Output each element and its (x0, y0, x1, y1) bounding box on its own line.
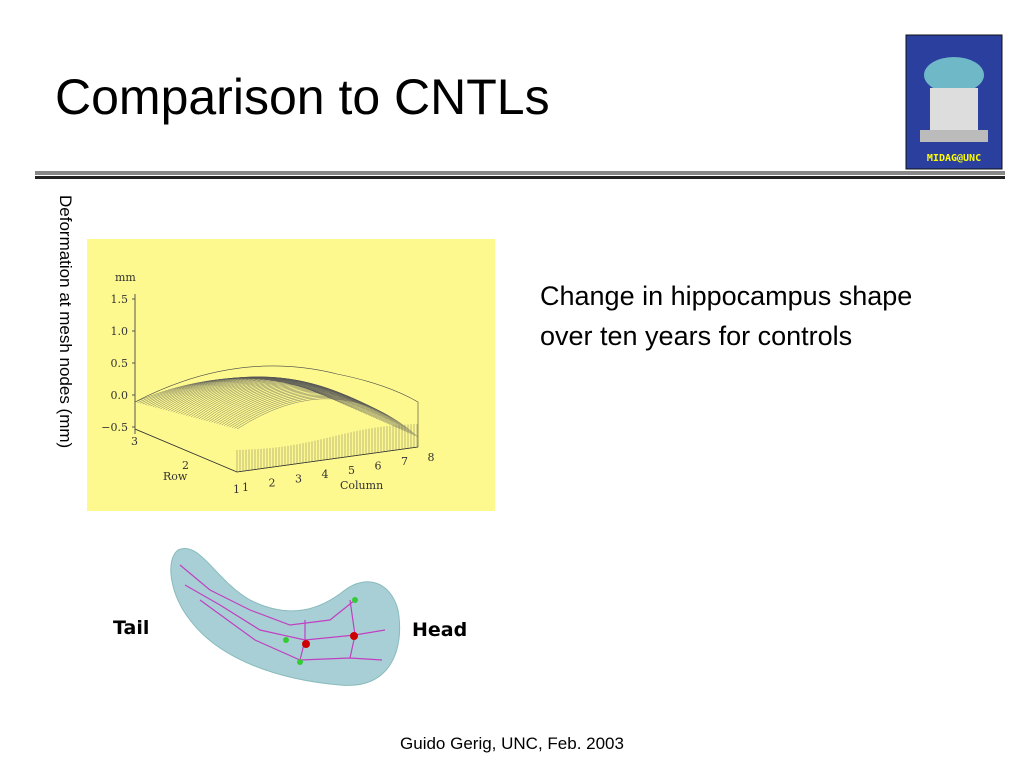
row-tick-label: 2 (182, 459, 189, 472)
surface-line (206, 385, 388, 424)
surface-line (173, 377, 355, 413)
logo-text: MIDAG@UNC (927, 153, 981, 164)
column-tick-label: 8 (428, 451, 435, 464)
surface-line (208, 386, 391, 425)
logo-base (920, 130, 988, 142)
surface-line (226, 393, 408, 433)
base-edge (134, 428, 419, 473)
column-tick-label: 1 (242, 481, 249, 494)
surface-line (211, 387, 393, 426)
surface-line (219, 390, 401, 430)
z-tick-label: 1.0 (111, 325, 129, 338)
surface-line (188, 380, 370, 417)
column-tick-label: 3 (295, 472, 302, 485)
row-label: Row (163, 470, 188, 483)
column-tick-label: 4 (322, 468, 329, 481)
surface-line (231, 396, 414, 435)
surface-line (183, 378, 365, 415)
node (352, 597, 358, 603)
hippocampus-image (170, 547, 401, 686)
column-tick-label: 5 (348, 464, 355, 477)
surface-line (193, 381, 375, 419)
column-tick-label: 7 (401, 455, 408, 468)
column-tick-label: 6 (375, 460, 382, 473)
axis-label: Deformation at mesh nodes (mm) (56, 195, 75, 449)
footer: Guido Gerig, UNC, Feb. 2003 (400, 734, 624, 753)
surface-line (178, 378, 360, 414)
z-tick-label: 0.0 (111, 389, 129, 402)
z-tick-label: 0.5 (111, 357, 129, 370)
shape (170, 547, 401, 686)
description: Change in hippocampus shape over ten yea… (540, 281, 913, 351)
surface-line (213, 388, 396, 428)
surface-line (201, 383, 383, 422)
column-label: Column (340, 479, 383, 492)
node (350, 632, 358, 640)
tail-label: Tail (113, 617, 150, 639)
rule-dark (35, 176, 1005, 179)
row-tick-label: 1 (233, 483, 240, 496)
surface-line (236, 398, 419, 438)
surface-line (229, 394, 411, 434)
surface-line (203, 384, 385, 423)
surface-line (221, 391, 403, 431)
row-tick-label: 3 (131, 435, 138, 448)
logo-dome (924, 57, 984, 93)
surface-line (234, 397, 416, 437)
surface-line (198, 382, 380, 421)
header-decor: MIDAG@UNC (35, 34, 1005, 179)
column-tick-label: 2 (269, 477, 276, 490)
surface-line (196, 381, 378, 420)
head-label: Head (412, 619, 468, 641)
surface-line (216, 389, 398, 429)
surface-top (134, 365, 419, 473)
logo-columns (930, 88, 978, 133)
surface-line (224, 392, 406, 432)
node (297, 659, 303, 665)
slide-title: Comparison to CNTLs (55, 69, 550, 125)
surface (134, 365, 419, 473)
node (283, 637, 289, 643)
unit-label: mm (115, 271, 136, 284)
z-tick-label: −0.5 (101, 421, 128, 434)
z-tick-label: 1.5 (111, 293, 129, 306)
rule-light (35, 171, 1005, 175)
node (302, 640, 310, 648)
